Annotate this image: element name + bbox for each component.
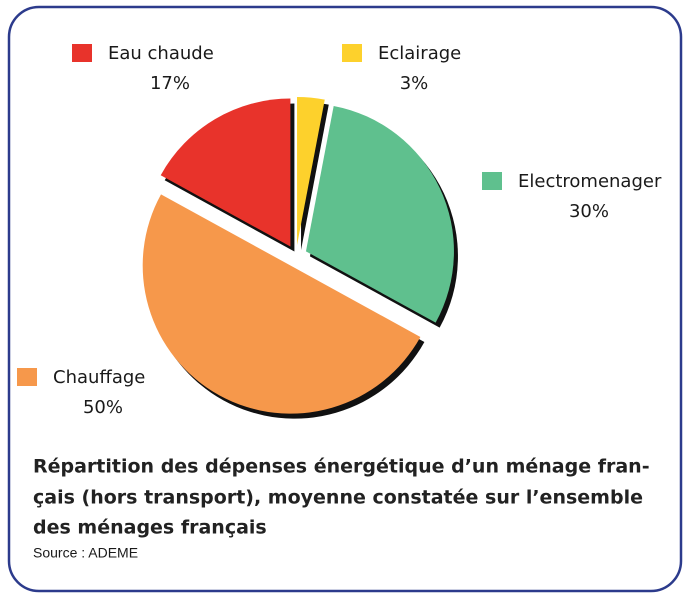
value-label: 17% bbox=[150, 73, 190, 94]
slice bbox=[305, 105, 454, 323]
legend-swatch bbox=[342, 44, 362, 62]
slice bbox=[297, 97, 325, 246]
slice bbox=[142, 194, 421, 414]
legend-label: Chauffage bbox=[53, 367, 145, 388]
legend-swatch bbox=[72, 44, 92, 62]
caption-line: Répartition des dépenses énergétique d’u… bbox=[33, 456, 650, 478]
legend-label: Eclairage bbox=[378, 43, 461, 64]
source: Source : ADEME bbox=[33, 545, 138, 561]
caption-line: des ménages français bbox=[33, 517, 267, 539]
value-label: 50% bbox=[83, 397, 123, 418]
value-label: 3% bbox=[400, 73, 429, 94]
legend-label: Eau chaude bbox=[108, 43, 214, 64]
legend-label: Electromenager bbox=[518, 171, 662, 192]
legend-swatch bbox=[17, 368, 37, 386]
slice bbox=[160, 98, 291, 247]
caption-line: çais (hors transport), moyenne constatée… bbox=[33, 487, 643, 509]
value-label: 30% bbox=[569, 201, 609, 222]
legend-swatch bbox=[482, 172, 502, 190]
